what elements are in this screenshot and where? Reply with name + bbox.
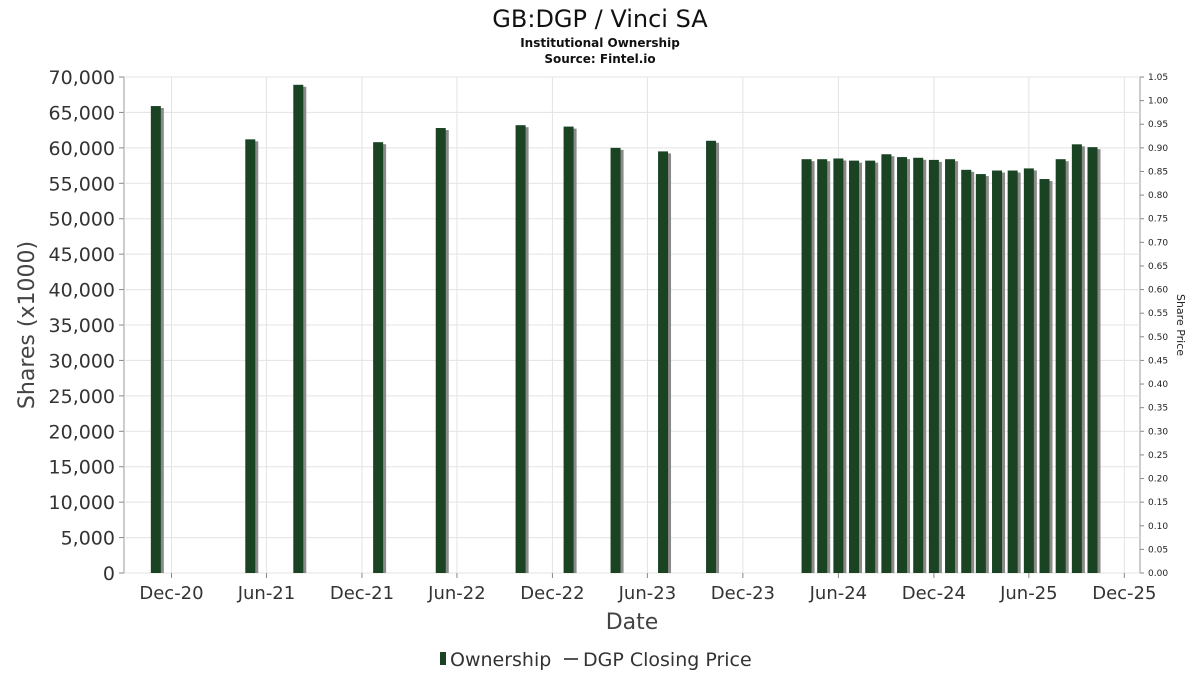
y2-tick-label: 0.80	[1148, 191, 1168, 201]
x-axis: Dec-20 Jun-21 Dec-21 Jun-22 Dec-22 Jun-23 Dec-…	[139, 573, 1156, 604]
chart-title: GB:DGP / Vinci SA	[492, 5, 708, 33]
y-tick-label: 65,000	[49, 102, 115, 124]
y-axis-left: 0 5,000 10,000 15,000 20,000 25,000 30,000 35,0…	[49, 67, 124, 585]
ownership-bar	[658, 151, 669, 573]
x-tick-label: Dec-24	[902, 583, 966, 604]
x-tick-label: Dec-23	[711, 583, 775, 604]
legend-ownership-label: Ownership	[450, 649, 551, 671]
ownership-bar	[992, 170, 1003, 573]
y2-tick-label: 0.25	[1148, 451, 1168, 461]
y2-tick-label: 0.15	[1148, 498, 1168, 508]
ownership-bar	[293, 84, 304, 574]
ownership-bar	[833, 158, 844, 573]
y2-tick-label: 0.30	[1148, 427, 1168, 437]
y2-tick-label: 0.45	[1148, 356, 1168, 366]
y2-tick-label: 0.75	[1148, 215, 1168, 225]
ownership-bar	[945, 159, 956, 574]
ownership-bar	[1039, 179, 1050, 573]
ownership-bar	[801, 159, 812, 574]
y-tick-label: 0	[103, 563, 115, 585]
y-tick-label: 35,000	[49, 315, 115, 337]
y2-tick-label: 0.55	[1148, 309, 1168, 319]
y2-tick-label: 0.10	[1148, 522, 1168, 532]
x-tick-label: Jun-21	[237, 583, 296, 604]
y2-tick-label: 1.00	[1148, 97, 1168, 107]
legend-price-label: DGP Closing Price	[583, 649, 752, 671]
y-axis-label: Shares (x1000)	[15, 241, 40, 409]
y2-tick-label: 0.95	[1148, 120, 1168, 130]
ownership-bar	[975, 174, 986, 573]
ownership-bar	[1055, 159, 1066, 574]
x-tick-label: Jun-25	[999, 583, 1058, 604]
x-tick-label: Jun-22	[427, 583, 486, 604]
y2-tick-label: 0.50	[1148, 333, 1168, 343]
ownership-bar	[881, 154, 892, 573]
ownership-bar	[563, 126, 574, 573]
x-tick-label: Dec-21	[330, 583, 394, 604]
y2-tick-label: 0.90	[1148, 144, 1168, 154]
ownership-bar	[849, 160, 860, 573]
y-tick-label: 50,000	[49, 209, 115, 231]
x-tick-label: Jun-24	[809, 583, 868, 604]
ownership-bar	[913, 157, 924, 573]
x-tick-label: Dec-20	[139, 583, 203, 604]
chart-source: Source: Fintel.io	[544, 52, 655, 66]
y2-tick-label: 0.40	[1148, 380, 1168, 390]
y2-tick-label: 0.20	[1148, 475, 1168, 485]
ownership-bar	[706, 140, 717, 573]
y-axis-right: 0.00 0.05 0.10 0.15 0.20 0.25 0.30 0.35 0.40 0.45…	[1140, 73, 1168, 579]
y2-tick-label: 0.85	[1148, 167, 1168, 177]
y-tick-label: 70,000	[49, 67, 115, 89]
y-tick-label: 20,000	[49, 421, 115, 443]
y2-tick-label: 1.05	[1148, 73, 1168, 83]
y2-tick-label: 0.70	[1148, 238, 1168, 248]
ownership-bar	[435, 128, 446, 573]
ownership-bar	[610, 147, 621, 573]
y-tick-label: 5,000	[61, 528, 115, 550]
y2-tick-label: 0.60	[1148, 286, 1168, 296]
y-tick-label: 40,000	[49, 280, 115, 302]
ownership-bar	[817, 159, 828, 574]
ownership-bar	[1071, 144, 1082, 574]
y2-tick-label: 0.65	[1148, 262, 1168, 272]
x-tick-label: Jun-23	[618, 583, 677, 604]
legend-ownership-swatch	[440, 652, 446, 665]
legend: Ownership DGP Closing Price	[440, 649, 752, 671]
x-tick-label: Dec-22	[520, 583, 584, 604]
ownership-bar	[515, 125, 526, 573]
y2-tick-label: 0.35	[1148, 404, 1168, 414]
y-tick-label: 10,000	[49, 492, 115, 514]
ownership-bar	[961, 169, 972, 573]
chart-subtitle: Institutional Ownership	[520, 36, 680, 50]
y-tick-label: 30,000	[49, 350, 115, 372]
x-axis-label: Date	[606, 610, 659, 635]
ownership-bar	[1007, 170, 1018, 573]
y-tick-label: 55,000	[49, 173, 115, 195]
y2-tick-label: 0.05	[1148, 545, 1168, 555]
bars	[150, 84, 1101, 574]
y-tick-label: 45,000	[49, 244, 115, 266]
ownership-bar	[1087, 147, 1098, 574]
ownership-bar	[245, 139, 256, 573]
ownership-bar	[928, 159, 939, 573]
y-tick-label: 25,000	[49, 386, 115, 408]
ownership-bar	[150, 106, 161, 574]
y2-axis-label: Share Price	[1174, 294, 1187, 356]
ownership-bar	[1023, 168, 1034, 574]
y-tick-label: 15,000	[49, 457, 115, 479]
x-tick-label: Dec-25	[1092, 583, 1156, 604]
y2-tick-label: 0.00	[1148, 569, 1168, 579]
ownership-bar	[373, 142, 384, 573]
ownership-bar	[897, 157, 908, 573]
y-tick-label: 60,000	[49, 138, 115, 160]
ownership-bar	[865, 160, 876, 573]
